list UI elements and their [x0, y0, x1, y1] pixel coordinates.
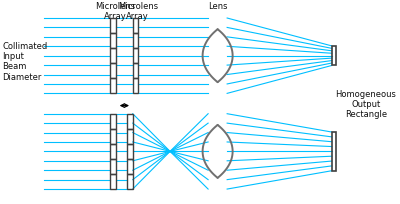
- Bar: [110, 49, 116, 64]
- Bar: [128, 129, 133, 144]
- Bar: [110, 159, 116, 174]
- Bar: [110, 34, 116, 49]
- Bar: [110, 144, 116, 159]
- Bar: [332, 132, 336, 171]
- Bar: [110, 64, 116, 79]
- Bar: [128, 114, 133, 129]
- Bar: [110, 129, 116, 144]
- Bar: [133, 79, 138, 94]
- Bar: [133, 64, 138, 79]
- Bar: [133, 19, 138, 34]
- Text: Lens: Lens: [208, 2, 227, 11]
- Bar: [110, 174, 116, 189]
- Text: Microlens
Array: Microlens Array: [95, 2, 135, 21]
- Bar: [110, 19, 116, 34]
- Text: Homogeneous
Output
Rectangle: Homogeneous Output Rectangle: [336, 89, 396, 119]
- Bar: [110, 114, 116, 129]
- Bar: [332, 47, 336, 66]
- Bar: [133, 49, 138, 64]
- Text: Collimated
Input
Beam
Diameter: Collimated Input Beam Diameter: [2, 41, 48, 81]
- Bar: [110, 79, 116, 94]
- Bar: [128, 174, 133, 189]
- Bar: [128, 144, 133, 159]
- Bar: [128, 159, 133, 174]
- Bar: [133, 34, 138, 49]
- Text: Microlens
Array: Microlens Array: [118, 2, 158, 21]
